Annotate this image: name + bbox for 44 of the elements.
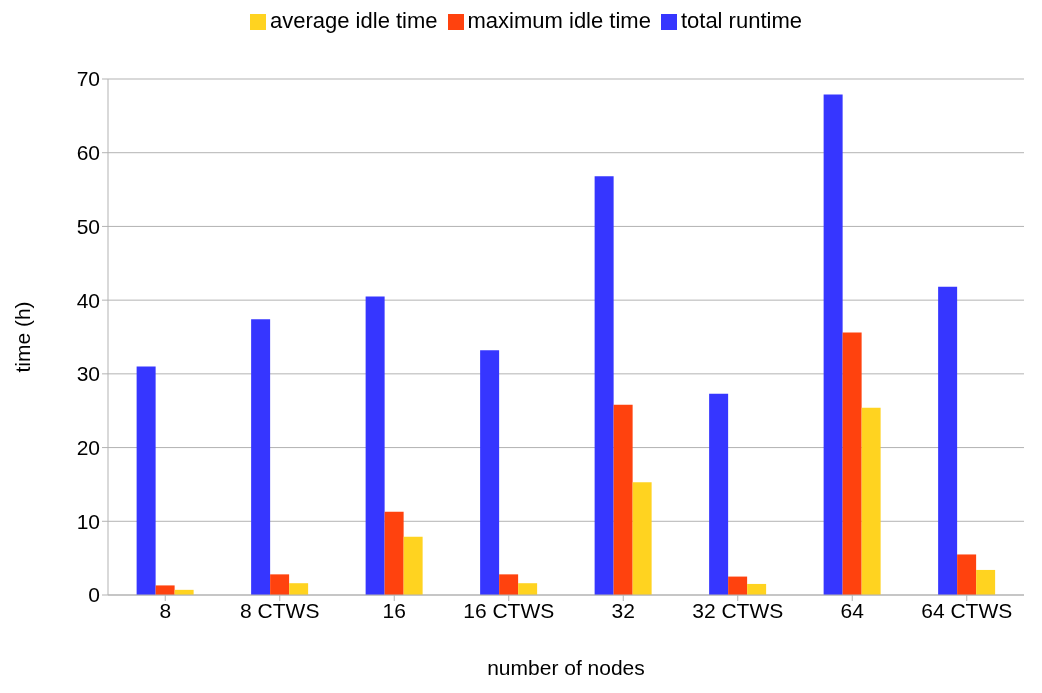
bar [270,574,290,595]
y-tick-label: 30 [76,362,100,386]
bar [499,574,519,595]
bar [384,511,404,595]
bar [728,576,748,595]
bar [251,319,271,595]
y-axis-title: time (h) [11,301,35,373]
x-tick-label: 64 [840,598,865,622]
x-tick-label: 32 [611,598,635,622]
x-tick-label: 8 CTWS [240,598,320,622]
bar [938,286,958,595]
bar [480,350,500,595]
x-tick-label: 32 CTWS [692,598,784,622]
x-tick-label: 16 CTWS [463,598,555,622]
bar [861,407,881,595]
x-tick-label: 8 [159,598,172,622]
x-axis-title: number of nodes [487,656,645,679]
y-tick-label: 20 [76,436,100,460]
bar [709,393,729,595]
bar [613,404,633,595]
bar [957,554,977,595]
bar [289,583,309,595]
bar [976,569,996,595]
bar [747,583,767,595]
bar [518,583,538,595]
x-tick-label: 16 [382,598,406,622]
bar [403,536,423,595]
y-tick-label: 70 [76,67,100,91]
y-tick-label: 40 [76,288,100,312]
y-tick-label: 50 [76,214,100,238]
legend-label: average idle time [270,8,438,33]
bar [365,296,385,595]
legend-label: maximum idle time [467,8,651,33]
bar [594,176,614,595]
bar [136,366,156,595]
bar [823,94,843,595]
bar [155,585,175,595]
bar [632,482,652,595]
y-tick-label: 60 [76,141,100,165]
y-tick-label: 10 [76,509,100,533]
legend-label: total runtime [680,8,802,33]
bar [842,332,862,595]
y-tick-label: 0 [88,583,100,607]
x-tick-label: 64 CTWS [921,598,1013,622]
